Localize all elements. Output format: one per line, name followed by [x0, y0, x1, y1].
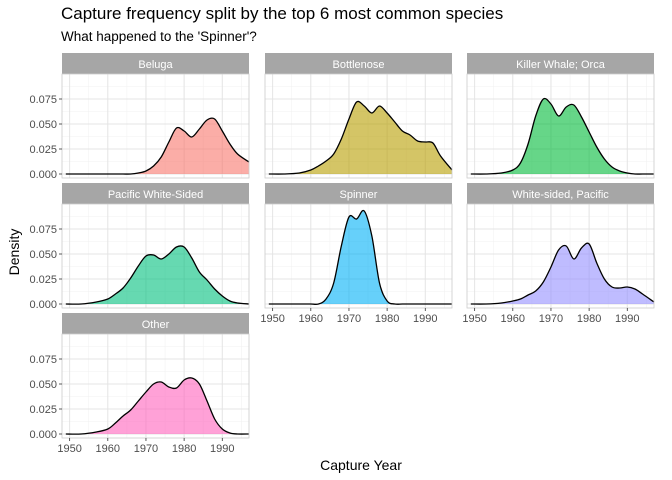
- x-tick-label: 1970: [539, 313, 563, 325]
- x-tick-label: 1970: [134, 443, 158, 455]
- y-tick-label: 0.050: [29, 379, 57, 391]
- x-tick-label: 1980: [172, 443, 196, 455]
- y-tick-label: 0.050: [29, 249, 57, 261]
- density-line: [65, 245, 250, 305]
- x-tick-label: 1950: [462, 313, 486, 325]
- y-tick-label: 0.050: [29, 119, 57, 131]
- y-tick-label: 0.000: [29, 169, 57, 181]
- y-tick-label: 0.025: [29, 274, 57, 286]
- density-line: [65, 377, 250, 435]
- density-area: [65, 118, 249, 175]
- facet-strip: [265, 53, 452, 74]
- density-line: [470, 242, 655, 305]
- facet-strip: [265, 183, 452, 204]
- facet-panel: Beluga 0.000 0.025 0.050 0.075: [29, 53, 250, 181]
- x-tick-label: 1950: [57, 443, 81, 455]
- x-tick-label: 1970: [337, 313, 361, 325]
- panel-border: [61, 73, 250, 179]
- panel-border: [61, 203, 250, 309]
- density-line: [470, 97, 654, 175]
- x-tick-label: 1980: [577, 313, 601, 325]
- facet-strip: [62, 183, 249, 204]
- y-tick-label: 0.075: [29, 354, 57, 366]
- panel-border: [466, 73, 655, 179]
- density-area: [65, 377, 249, 435]
- y-tick-label: 0.075: [29, 224, 57, 236]
- density-area: [470, 243, 654, 305]
- facet-strip-label: Pacific White-Sided: [108, 189, 203, 201]
- x-tick-label: 1960: [299, 313, 323, 325]
- y-tick-label: 0.025: [29, 144, 57, 156]
- density-area: [65, 245, 249, 305]
- facet-strip-label: White-sided, Pacific: [512, 189, 609, 201]
- x-tick-label: 1990: [413, 313, 437, 325]
- facet-panel: Bottlenose: [264, 53, 453, 179]
- facet-strip: [467, 53, 654, 74]
- x-axis-title: Capture Year: [320, 457, 402, 473]
- facet-strip-label: Bottlenose: [333, 59, 385, 71]
- chart-title: Capture frequency split by the top 6 mos…: [61, 4, 504, 23]
- panel-border: [264, 73, 453, 179]
- x-tick-label: 1990: [615, 313, 639, 325]
- y-tick-label: 0.000: [29, 429, 57, 441]
- panel-border: [264, 203, 453, 309]
- density-area: [470, 98, 654, 175]
- y-tick-label: 0.075: [29, 94, 57, 106]
- panel-border: [466, 203, 655, 309]
- facet-panel: White-sided, Pacific 1950 1960 1970 1980 1990: [462, 183, 655, 325]
- density-line: [268, 100, 453, 175]
- facet-strip: [62, 53, 249, 74]
- facet-panel: Spinner 1950 1960 1970 1980 1990: [260, 183, 453, 325]
- panel-border: [61, 333, 250, 439]
- density-line: [65, 117, 250, 175]
- facet-panel: Other 0.000 0.025 0.050 0.075 1950 1960 1970 198…: [29, 313, 250, 455]
- x-tick-label: 1960: [96, 443, 120, 455]
- density-area: [268, 210, 452, 305]
- density-line: [268, 209, 452, 306]
- x-tick-label: 1960: [501, 313, 525, 325]
- y-axis-title: Density: [6, 229, 22, 276]
- facet-panel: Pacific White-Sided 0.000 0.025 0.050 0.075: [29, 183, 250, 311]
- y-tick-label: 0.025: [29, 404, 57, 416]
- y-tick-label: 0.000: [29, 299, 57, 311]
- chart-subtitle: What happened to the 'Spinner'?: [61, 29, 257, 44]
- x-tick-label: 1950: [260, 313, 284, 325]
- facet-strip-label: Other: [142, 319, 170, 331]
- facet-strip-label: Killer Whale; Orca: [516, 59, 606, 71]
- x-tick-label: 1990: [210, 443, 234, 455]
- x-tick-label: 1980: [375, 313, 399, 325]
- facet-strip: [62, 313, 249, 334]
- facet-strip-label: Spinner: [340, 189, 378, 201]
- facet-panel: Killer Whale; Orca: [466, 53, 655, 179]
- density-area: [268, 101, 452, 175]
- facet-strip-label: Beluga: [138, 59, 173, 71]
- facet-strip: [467, 183, 654, 204]
